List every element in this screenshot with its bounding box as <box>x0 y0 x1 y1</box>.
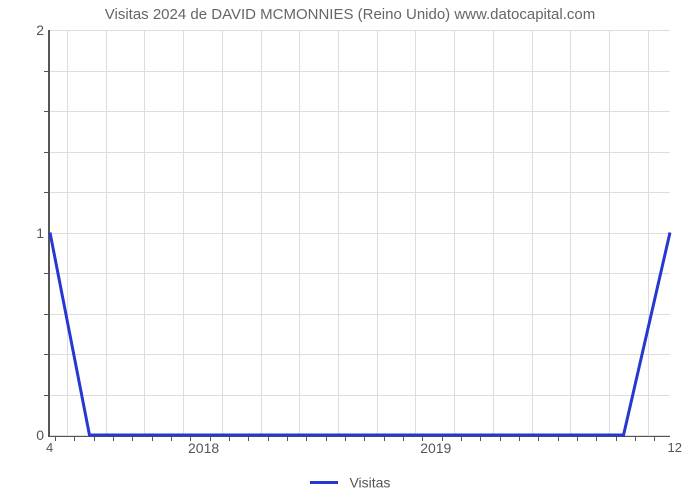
y-tick-minor <box>44 314 48 315</box>
x-edge-left-label: 4 <box>46 440 53 455</box>
x-tick-minor <box>268 437 269 441</box>
x-tick-minor <box>55 437 56 441</box>
x-tick-minor <box>229 437 230 441</box>
y-tick-minor <box>44 152 48 153</box>
x-tick-minor <box>616 437 617 441</box>
legend: Visitas <box>0 473 700 490</box>
x-tick-minor <box>306 437 307 441</box>
y-tick-minor <box>44 273 48 274</box>
y-tick-label: 1 <box>14 225 44 241</box>
y-tick-minor <box>44 354 48 355</box>
y-tick-label: 2 <box>14 22 44 38</box>
x-tick-minor <box>422 437 423 441</box>
x-tick-minor <box>577 437 578 441</box>
chart-title: Visitas 2024 de DAVID MCMONNIES (Reino U… <box>0 6 700 23</box>
legend-swatch <box>310 481 338 484</box>
x-tick-minor <box>480 437 481 441</box>
x-tick-label: 2018 <box>188 440 219 456</box>
x-tick-minor <box>558 437 559 441</box>
x-tick-minor <box>461 437 462 441</box>
x-tick-minor <box>403 437 404 441</box>
x-tick-minor <box>442 437 443 441</box>
x-tick-minor <box>113 437 114 441</box>
line-series <box>50 30 670 435</box>
y-tick-label: 0 <box>14 427 44 443</box>
plot-area <box>48 30 670 437</box>
y-tick-minor <box>44 111 48 112</box>
x-edge-right-label: 12 <box>668 440 682 455</box>
x-tick-minor <box>635 437 636 441</box>
x-tick-label: 2019 <box>420 440 451 456</box>
x-tick-minor <box>190 437 191 441</box>
x-tick-minor <box>94 437 95 441</box>
x-tick-minor <box>74 437 75 441</box>
y-tick-minor <box>44 71 48 72</box>
x-tick-minor <box>326 437 327 441</box>
y-tick-minor <box>44 395 48 396</box>
x-tick-minor <box>152 437 153 441</box>
x-tick-minor <box>248 437 249 441</box>
x-tick-minor <box>384 437 385 441</box>
x-tick-minor <box>287 437 288 441</box>
x-tick-minor <box>210 437 211 441</box>
x-tick-minor <box>654 437 655 441</box>
x-tick-minor <box>364 437 365 441</box>
x-tick-minor <box>171 437 172 441</box>
x-tick-minor <box>596 437 597 441</box>
x-tick-minor <box>500 437 501 441</box>
y-tick-minor <box>44 192 48 193</box>
legend-label: Visitas <box>349 474 390 490</box>
x-tick-minor <box>538 437 539 441</box>
x-tick-minor <box>132 437 133 441</box>
x-tick-minor <box>345 437 346 441</box>
x-tick-minor <box>519 437 520 441</box>
